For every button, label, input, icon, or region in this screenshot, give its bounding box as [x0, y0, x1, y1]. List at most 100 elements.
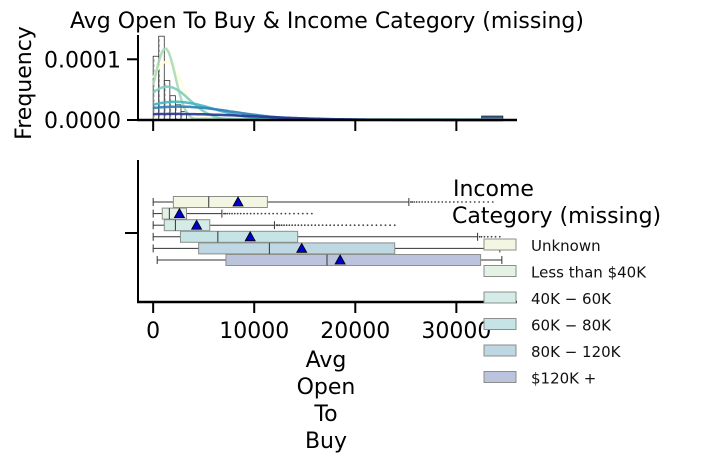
bottom-x-tick-label: 20000 — [320, 319, 390, 344]
boxplot-boxes — [152, 196, 503, 266]
box-outlier — [490, 235, 493, 238]
box-mean-marker — [173, 207, 186, 218]
box-outlier — [461, 201, 463, 203]
boxplot-panel: 0 10000 20000 30000 Avg Open To Buy — [125, 160, 517, 454]
box-outlier — [268, 212, 271, 215]
box-outlier — [415, 201, 418, 203]
bottom-x-label: Avg Open To Buy — [297, 348, 356, 454]
box-outlier — [231, 212, 233, 215]
box-mean-marker — [190, 219, 203, 230]
box-group — [152, 230, 501, 243]
box-body — [163, 219, 211, 232]
box-outlier — [294, 224, 297, 227]
box-outlier — [275, 224, 278, 227]
box-outlier — [389, 224, 391, 227]
box-outlier — [421, 201, 424, 203]
box-outlier — [310, 224, 313, 227]
box-body — [172, 196, 268, 208]
box-body — [179, 230, 299, 243]
box-outlier — [371, 224, 373, 227]
box-outlier — [288, 224, 291, 227]
legend-label: 60K − 80K — [531, 317, 612, 335]
box-outlier — [329, 224, 332, 227]
box-outlier — [249, 212, 252, 215]
box-outlier — [349, 224, 352, 227]
box-body — [225, 254, 482, 266]
box-outlier — [478, 235, 481, 238]
box-outlier — [242, 212, 245, 215]
box-outlier — [375, 224, 378, 227]
box-outlier — [333, 224, 336, 227]
box-outlier — [337, 224, 340, 227]
chart-title: Avg Open To Buy & Income Category (missi… — [70, 9, 584, 34]
box-outlier — [264, 212, 267, 215]
box-outlier — [276, 224, 279, 227]
legend-swatch — [483, 265, 517, 277]
box-outlier — [291, 224, 294, 227]
box-outlier — [283, 224, 285, 227]
box-outlier — [430, 201, 433, 203]
box-outlier — [478, 201, 481, 203]
box-outlier — [253, 212, 256, 215]
top-y-tick-label: 0.0000 — [44, 109, 121, 134]
box-outlier — [284, 212, 287, 215]
box-outlier — [303, 224, 306, 227]
box-outlier — [341, 224, 344, 227]
bottom-x-ticks: 0 10000 20000 30000 — [146, 302, 491, 344]
box-outlier — [224, 212, 227, 215]
box-outlier — [345, 224, 348, 227]
box-outlier — [452, 201, 455, 203]
box-outlier — [469, 201, 472, 203]
legend: Income Category (missing) Unknown Less th… — [452, 177, 661, 388]
legend-title: Income — [453, 177, 534, 202]
legend-label: $120K + — [531, 370, 596, 388]
box-mean-marker — [296, 242, 308, 253]
box-outlier — [498, 235, 501, 238]
x-label-line: Avg — [306, 348, 347, 373]
legend-swatch — [483, 238, 517, 251]
box-outlier — [486, 235, 489, 238]
box-body — [161, 207, 188, 220]
box-outlier — [317, 224, 320, 227]
box-outlier — [300, 224, 303, 227]
box-outlier — [480, 235, 483, 238]
kde-lines — [151, 47, 503, 122]
box-outlier — [427, 201, 430, 203]
box-outlier — [393, 224, 396, 227]
legend-label: 40K − 60K — [531, 290, 612, 308]
box-outlier — [280, 224, 283, 227]
box-outlier — [239, 212, 242, 215]
x-label-line: Buy — [305, 429, 347, 454]
box-group — [152, 219, 396, 232]
box-outlier — [411, 201, 414, 203]
box-outlier — [409, 201, 412, 203]
box-outlier — [306, 212, 309, 215]
box-outlier — [487, 201, 490, 203]
legend-swatch — [483, 371, 517, 383]
box-outlier — [445, 201, 447, 203]
box-outlier — [482, 201, 485, 203]
box-mean-marker — [244, 230, 256, 242]
box-outlier — [465, 201, 468, 203]
box-mean-marker — [232, 196, 244, 207]
box-group — [156, 254, 503, 266]
top-y-tick-label: 0.0001 — [44, 48, 121, 73]
box-outlier — [321, 224, 324, 227]
legend-swatch — [483, 318, 517, 330]
box-outlier — [310, 212, 313, 215]
x-label-line: To — [313, 402, 337, 427]
box-outlier — [437, 201, 440, 203]
box-outlier — [494, 235, 497, 238]
box-outlier — [293, 212, 295, 215]
box-outlier — [413, 201, 416, 203]
bottom-x-tick-label: 30000 — [421, 319, 491, 344]
box-outlier — [285, 224, 288, 227]
box-outlier — [473, 201, 476, 203]
bottom-x-tick-label: 0 — [146, 319, 160, 344]
box-outlier — [276, 212, 279, 215]
kde-line — [152, 60, 503, 121]
box-outlier — [483, 235, 486, 238]
top-y-label: Frequency — [12, 26, 37, 140]
histogram-panel: 0.0000 0.0001 Frequency — [12, 26, 517, 140]
